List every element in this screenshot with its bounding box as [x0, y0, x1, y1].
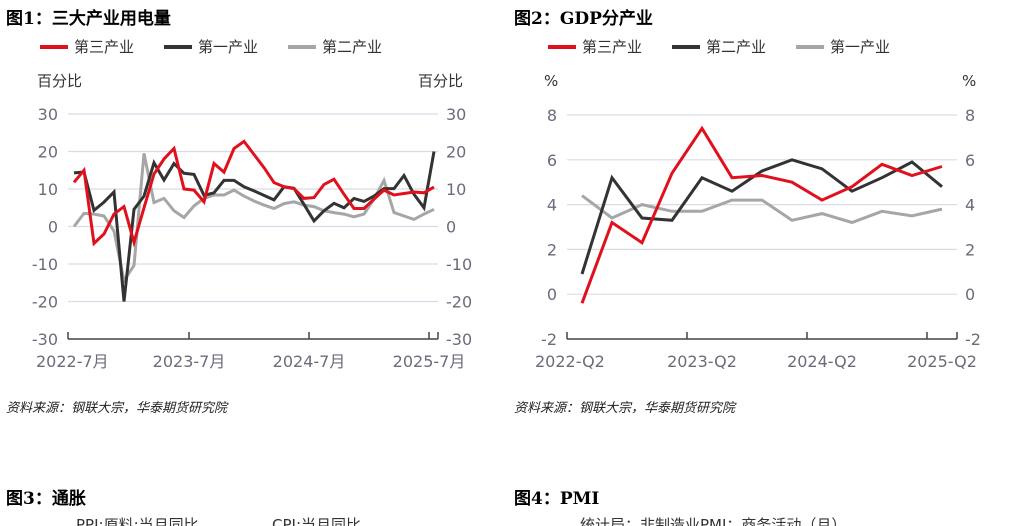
legend-label: 第三产业: [582, 38, 642, 56]
plot-area: 30 30 20 20 10 10 0 0 -10 -10 -20 -20 -30 -30 2022-7月 2…: [32, 105, 472, 371]
x-tick-label: 2025-7月: [393, 352, 466, 371]
y-tick-label-right: 4: [965, 196, 975, 215]
y-tick-label-left: -2: [541, 330, 557, 349]
legend: 第三产业 第一产业 第二产业: [40, 38, 382, 56]
legend-label: 第二产业: [322, 38, 382, 56]
y-tick-label-right: 6: [965, 151, 975, 170]
x-tick-label: 2025-Q2: [907, 352, 977, 371]
y-tick-label-right: -10: [446, 255, 472, 274]
y-tick-label-left: 2: [547, 240, 557, 259]
y-axis-label-right: 百分比: [418, 72, 463, 90]
y-tick-label-left: 30: [38, 105, 58, 124]
x-tick-label: 2024-Q2: [787, 352, 857, 371]
chart-title: 图2：GDP分产业: [514, 8, 653, 29]
series-line-red: [72, 139, 435, 248]
chart-title: 图1：三大产业用电量: [6, 8, 171, 29]
fig3-legend-2: CPI:当月同比: [272, 516, 361, 526]
fig3-legend-1: PPI:原料:当月同比: [76, 516, 199, 526]
y-tick-label-left: 0: [547, 285, 557, 304]
y-tick-label-left: 10: [38, 180, 58, 199]
y-axis-label-left: %: [544, 72, 558, 90]
chart-electricity: 图1：三大产业用电量 第三产业 第一产业 第二产业 百分比 百分比 30 30 20 20…: [6, 8, 472, 416]
y-axis-label-right: %: [962, 72, 976, 90]
y-tick-label-right: 0: [965, 285, 975, 304]
y-tick-label-left: 20: [38, 143, 58, 162]
y-tick-label-left: 0: [48, 218, 58, 237]
x-tick-label: 2022-7月: [36, 352, 109, 371]
x-tick-label: 2023-Q2: [667, 352, 737, 371]
y-axis-label-left: 百分比: [37, 72, 82, 90]
x-tick-label: 2024-7月: [273, 352, 346, 371]
y-tick-label-right: 10: [446, 180, 466, 199]
y-tick-label-right: -2: [965, 330, 981, 349]
fig4-title: 图4：PMI: [514, 489, 599, 509]
plot-area: 8 8 6 6 4 4 2 2 0 0 -2 -2 2022-Q2 2023-Q2 2024-Q2 2025-…: [535, 106, 981, 371]
y-tick-label-left: 8: [547, 106, 557, 125]
y-tick-label-right: 2: [965, 240, 975, 259]
y-tick-label-right: -30: [446, 330, 472, 349]
y-tick-label-right: -20: [446, 293, 472, 312]
source-note: 资料来源：钢联大宗，华泰期货研究院: [6, 400, 229, 416]
y-tick-label-right: 0: [446, 218, 456, 237]
series-line-black: [580, 158, 943, 275]
legend-label: 第二产业: [706, 38, 766, 56]
legend-label: 第一产业: [198, 38, 258, 56]
x-tick-label: 2022-Q2: [535, 352, 605, 371]
legend: 第三产业 第二产业 第一产业: [548, 38, 890, 56]
series-line-black: [73, 151, 436, 302]
source-note: 资料来源：钢联大宗，华泰期货研究院: [514, 400, 737, 416]
y-tick-label-right: 20: [446, 143, 466, 162]
legend-label: 第一产业: [830, 38, 890, 56]
y-tick-label-left: 6: [547, 151, 557, 170]
legend-label: 第三产业: [74, 38, 134, 56]
chart-gdp: 图2：GDP分产业 第三产业 第二产业 第一产业 % % 8 8 6 6 4 4 2 2 0 0 -2 -…: [514, 8, 981, 416]
y-tick-label-right: 30: [446, 105, 466, 124]
series-line-gray: [581, 194, 943, 225]
fig4-legend-1: 统计局：非制造业PMI：商务活动（月）: [580, 516, 846, 526]
series-line-red: [580, 125, 943, 304]
x-tick-label: 2023-7月: [153, 352, 226, 371]
y-tick-label-left: -20: [32, 293, 58, 312]
fig3-title: 图3：通胀: [6, 489, 86, 509]
y-tick-label-left: -10: [32, 255, 58, 274]
y-tick-label-left: 4: [547, 196, 557, 215]
y-tick-label-right: 8: [965, 106, 975, 125]
y-tick-label-left: -30: [32, 330, 58, 349]
